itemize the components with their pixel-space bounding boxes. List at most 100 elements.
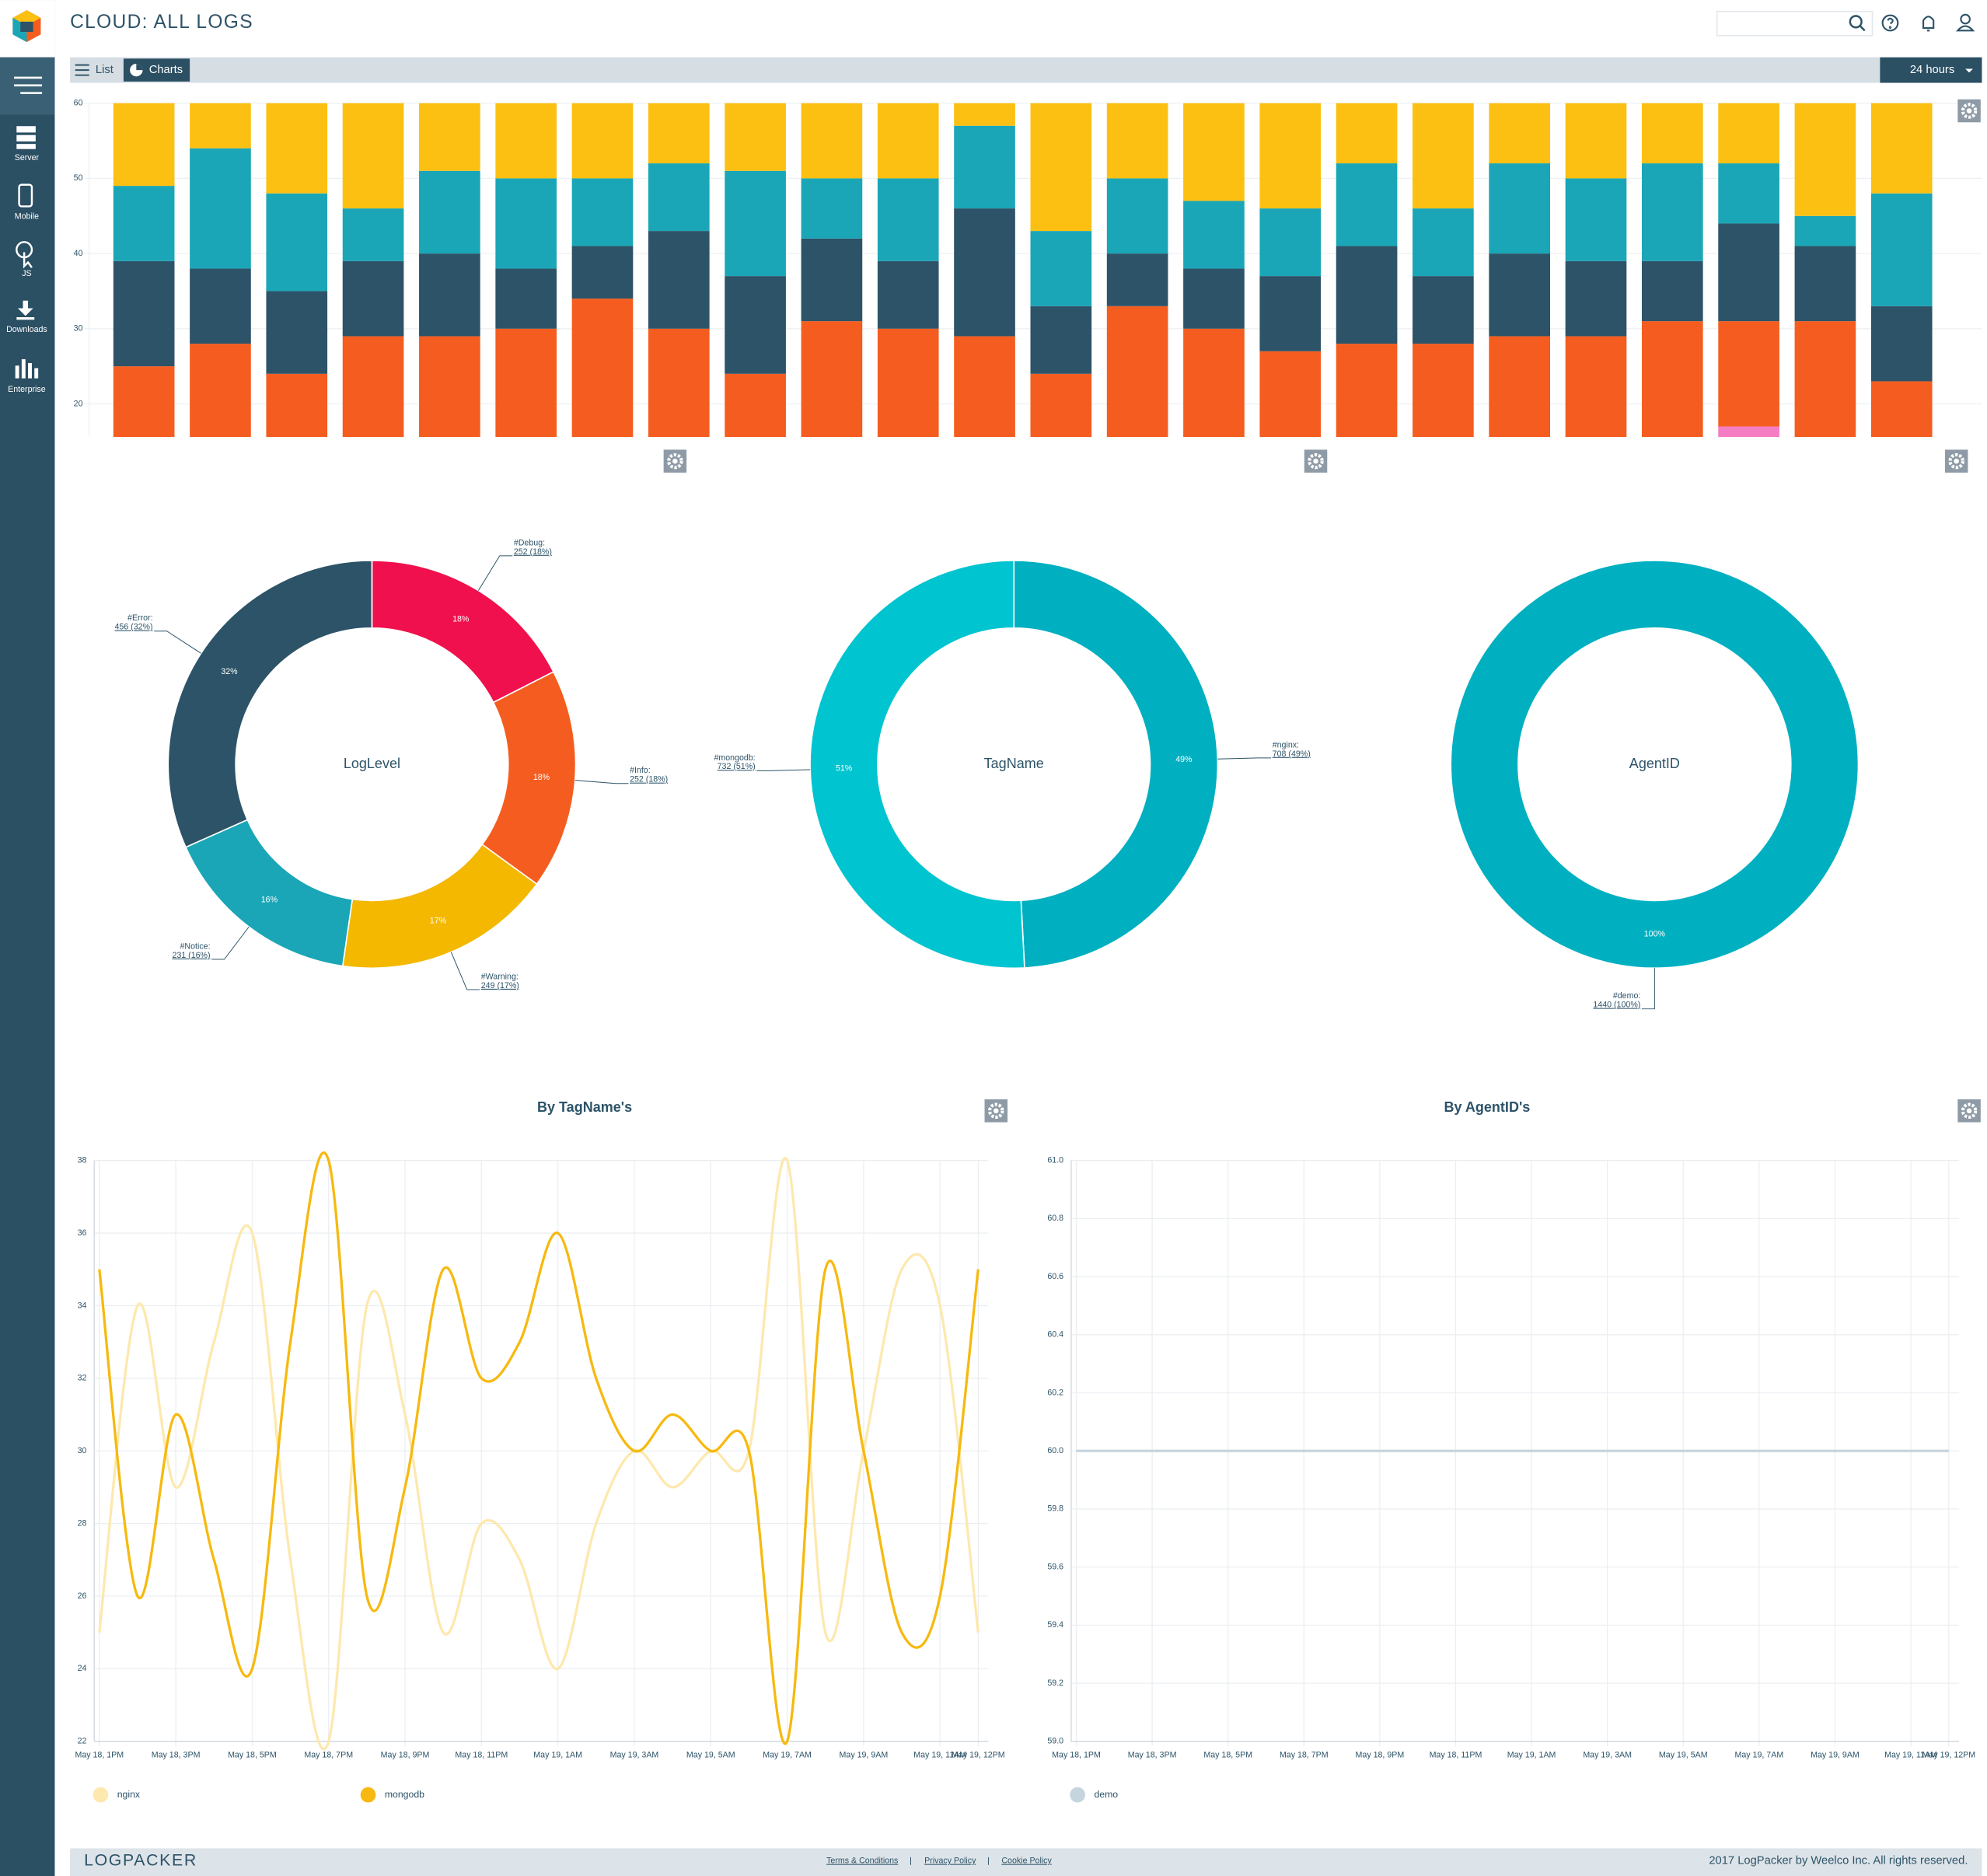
donut-segment [167,560,373,848]
x-tick-label: May 18, 5PM [1203,1751,1252,1760]
y-tick-label: 59.0 [1047,1737,1063,1746]
bar-segment [1565,260,1627,337]
bar-segment [954,336,1015,438]
nav-label[interactable]: Enterprise [8,385,46,394]
bar-segment [190,103,251,148]
logo [12,10,41,43]
y-tick-label: 60.8 [1047,1214,1063,1223]
bar-segment [1794,103,1856,216]
notifications-icon[interactable] [1922,16,1935,32]
y-tick-label: 59.2 [1047,1679,1063,1688]
x-tick-label: May 18, 7PM [304,1751,353,1760]
bar-segment [1106,253,1168,306]
settings-icon [1313,458,1318,464]
bar-segment [1336,246,1398,344]
legend-label[interactable]: nginx [117,1789,140,1800]
footer-link[interactable]: Terms & Conditions [826,1857,898,1866]
list-icon [75,64,89,76]
settings-icon [1948,452,1964,470]
legend-swatch[interactable] [93,1787,109,1803]
leader-line [211,926,250,960]
bar-segment [801,178,863,239]
bar-segment [419,253,480,337]
x-tick-label: May 18, 1PM [75,1751,124,1760]
bar-segment [342,336,404,438]
settings-icon [1308,452,1324,470]
tab-charts[interactable]: Charts [149,64,183,76]
x-tick-label: May 19, 12PM [952,1751,1005,1760]
bar-segment [495,178,557,269]
donut-segment [1013,560,1219,969]
bar-segment [1030,231,1092,306]
bar-segment [1336,344,1398,438]
bar-segment [1489,103,1551,164]
bar-segment [571,246,634,299]
settings-icon [993,1108,999,1114]
y-tick-label: 50 [74,173,83,183]
footer-link[interactable]: Privacy Policy [924,1857,976,1866]
range-label[interactable]: 24 hours [1910,64,1954,76]
x-tick-label: May 18, 9PM [381,1751,430,1760]
percent-label: 16% [261,895,278,904]
charts-icon [130,63,143,77]
settings-icon [1954,458,1959,464]
y-tick-label: 26 [78,1591,87,1601]
bar-segment [342,103,404,209]
leader-line [450,952,480,990]
sidebar [0,0,55,1876]
footer-link[interactable]: Cookie Policy [1001,1857,1052,1866]
x-tick-label: May 18, 11PM [455,1751,508,1760]
slice-value: 732 (51%) [718,762,756,771]
percent-label: 18% [452,614,470,624]
slice-name: #demo: [1613,991,1640,1001]
settings-icon [1961,1102,1978,1119]
settings-icon [988,1102,1004,1119]
range-select[interactable] [1880,57,1982,83]
nav-label[interactable]: JS [22,269,31,278]
bar-segment [1106,103,1168,179]
leader-line [477,555,513,591]
y-tick-label: 30 [74,324,83,334]
nav-label[interactable]: Downloads [6,325,47,334]
bar-segment [648,103,710,164]
x-tick-label: May 19, 7AM [1735,1751,1784,1760]
percent-label: 17% [430,916,447,925]
bar-segment [1106,306,1168,438]
help-icon[interactable] [1881,14,1899,32]
legend-swatch[interactable] [1070,1787,1085,1803]
bar-segment [113,186,175,261]
x-tick-label: May 18, 5PM [228,1751,277,1760]
slice-name: #Warning: [481,972,519,981]
bar-segment [1413,208,1474,277]
nav-label[interactable]: Server [15,153,40,162]
search-input[interactable] [1716,10,1874,37]
y-tick-label: 60.4 [1047,1330,1063,1340]
percent-label: 100% [1644,930,1666,939]
tab-list[interactable]: List [96,64,113,76]
slice-name: #Error: [127,613,153,623]
bar-segment [648,163,710,232]
bar-segment [801,321,863,438]
bar-segment [648,328,710,438]
bar-segment [190,148,251,269]
bar-segment [1718,223,1779,322]
search-icon[interactable] [1849,15,1866,32]
bar-segment [1030,373,1092,438]
x-tick-label: May 19, 11AM [913,1751,966,1760]
user-icon[interactable] [1955,13,1975,32]
nav-label[interactable]: Mobile [15,211,39,221]
bar-segment [801,103,863,179]
y-tick-label: 59.8 [1047,1504,1063,1514]
bar-segment [1489,336,1551,438]
legend-swatch[interactable] [360,1787,376,1803]
y-tick-label: 22 [78,1737,87,1746]
bar-segment [1565,178,1627,261]
legend-label[interactable]: demo [1094,1789,1118,1800]
legend-label[interactable]: mongodb [385,1789,424,1800]
y-tick-label: 60.6 [1047,1272,1063,1281]
x-tick-label: May 18, 7PM [1280,1751,1329,1760]
bar-segment [1413,344,1474,438]
leader-line [1217,757,1272,760]
bar-segment [725,170,786,277]
